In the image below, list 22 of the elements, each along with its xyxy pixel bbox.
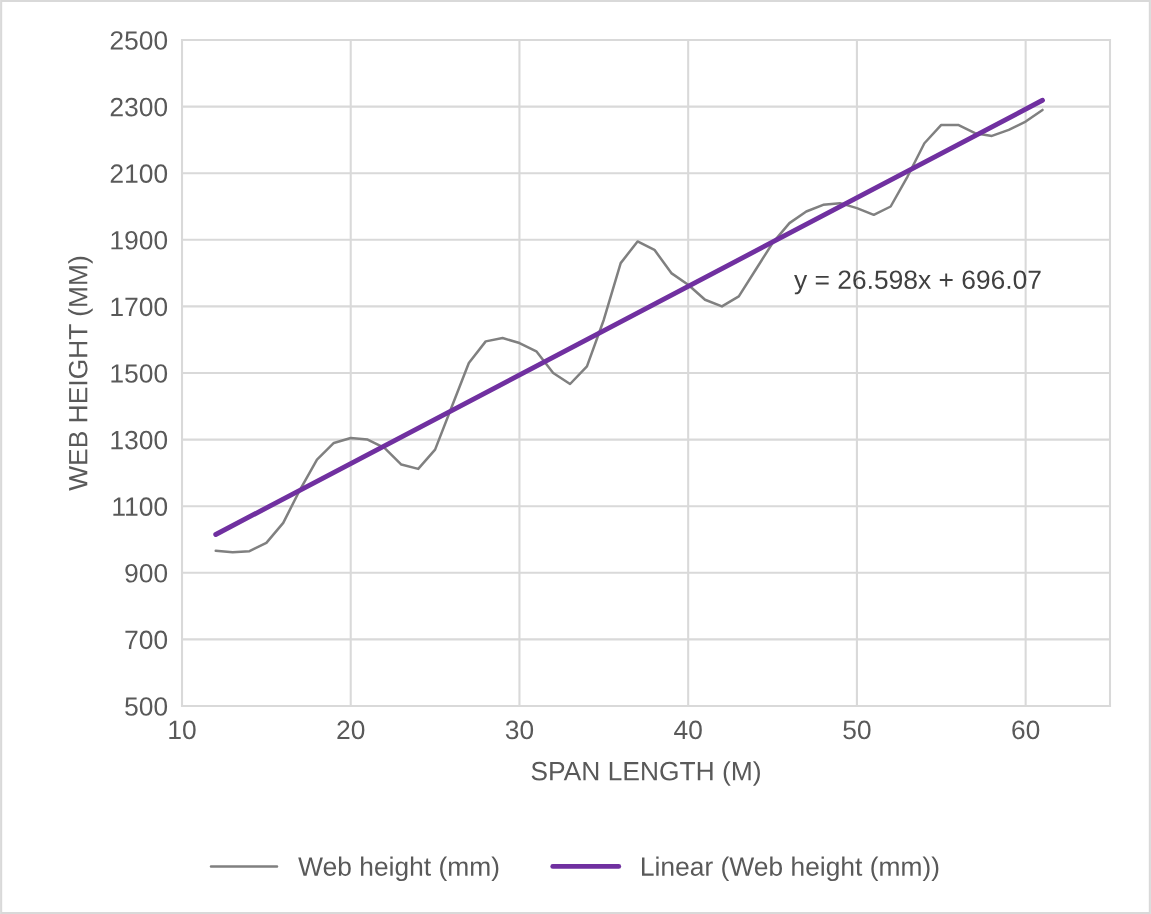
x-tick-label: 20: [337, 720, 365, 740]
y-tick-label: 500: [125, 697, 168, 716]
y-tick-label: 900: [125, 563, 168, 583]
legend-label: Linear (Web height (mm)): [642, 856, 939, 882]
x-tick-label: 60: [1012, 720, 1040, 740]
y-tick-label: 1100: [113, 497, 168, 517]
x-tick-label: 30: [505, 720, 534, 740]
legend-label: Web height (mm): [298, 856, 499, 882]
y-tick-label: 2300: [110, 97, 168, 117]
x-tick-label: 40: [674, 720, 702, 740]
x-tick-label: 50: [843, 720, 871, 740]
y-tick-label: 2500: [110, 31, 168, 50]
annotation: y = 26.598x + 696.07: [794, 270, 1041, 295]
x-axis-title: SPAN LENGTH (M): [531, 761, 760, 786]
y-tick-label: 700: [125, 630, 168, 650]
y-tick-label: 1300: [111, 430, 168, 450]
y-axis-title: WEB HEIGHT (MM): [68, 256, 93, 491]
y-tick-label: 1700: [111, 297, 168, 317]
y-tick-label: 1900: [111, 230, 168, 250]
y-tick-label: 1500: [111, 364, 168, 383]
y-tick-label: 2100: [110, 164, 168, 184]
x-tick-label: 10: [169, 720, 196, 740]
